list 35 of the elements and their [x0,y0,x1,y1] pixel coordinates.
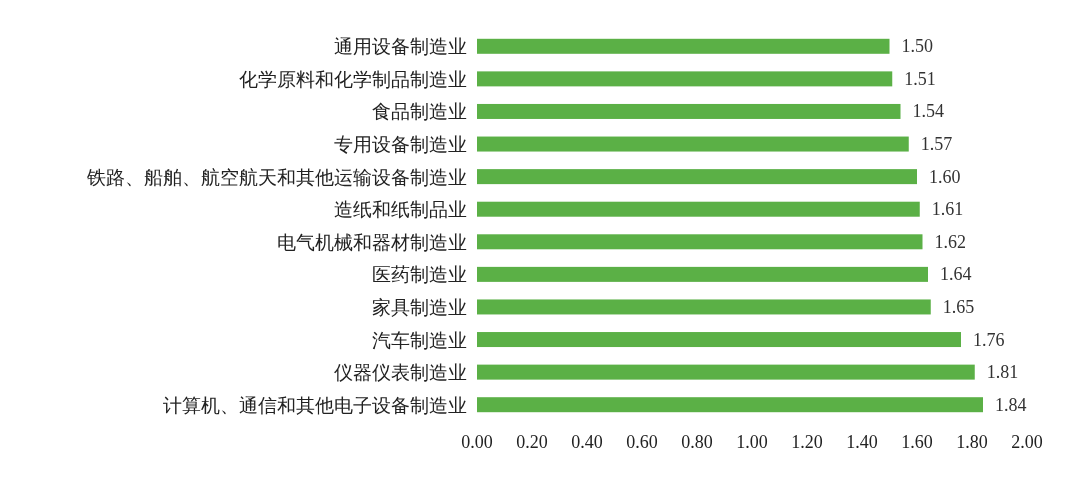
data-label: 1.62 [934,231,966,252]
y-tick-label: 汽车制造业 [372,329,467,351]
data-label: 1.65 [942,296,975,317]
y-tick-label: 电气机械和器材制造业 [277,231,467,253]
data-label: 1.64 [940,264,972,285]
y-tick-label: 食品制造业 [372,101,467,123]
y-tick-label: 化学原料和化学制品制造业 [239,68,467,90]
y-tick-label: 专用设备制造业 [334,134,467,156]
data-label: 1.84 [995,394,1027,415]
y-tick-label: 医药制造业 [372,264,467,286]
x-tick-label: 0.40 [571,432,603,452]
x-tick-label: 0.60 [626,432,658,452]
x-tick-label: 1.00 [736,432,768,452]
data-label: 1.51 [904,68,936,89]
data-label: 1.60 [929,166,961,187]
y-tick-label: 铁路、船舶、航空航天和其他运输设备制造业 [86,166,467,188]
x-tick-label: 2.00 [1011,432,1043,452]
y-tick-label: 家具制造业 [372,296,467,318]
x-tick-label: 1.80 [956,432,988,452]
x-tick-label: 1.60 [901,432,933,452]
x-tick-label: 0.80 [681,432,713,452]
y-tick-label: 仪器仪表制造业 [334,362,467,384]
y-tick-label: 造纸和纸制品业 [334,199,467,221]
data-label: 1.61 [931,199,964,220]
data-label: 1.54 [912,101,944,122]
x-tick-label: 1.20 [791,432,823,452]
data-label: 1.81 [986,362,1019,383]
y-tick-label: 通用设备制造业 [334,36,467,58]
y-tick-label: 计算机、通信和其他电子设备制造业 [163,394,467,416]
data-label: 1.57 [920,134,953,155]
data-label: 1.50 [901,36,933,57]
x-tick-label: 0.20 [516,432,548,452]
x-tick-label: 1.40 [846,432,878,452]
x-tick-label: 0.00 [461,432,493,452]
data-label: 1.76 [973,329,1005,350]
